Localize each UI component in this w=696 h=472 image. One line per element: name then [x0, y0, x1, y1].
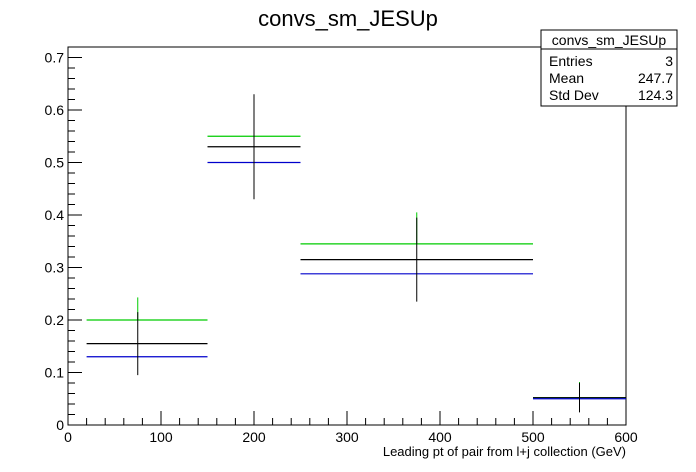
- y-tick-label: 0.6: [45, 102, 65, 118]
- y-tick-label: 0.4: [45, 207, 65, 223]
- x-tick-label: 600: [614, 429, 638, 445]
- stats-stddev-value: 124.3: [638, 87, 673, 103]
- x-axis-title: Leading pt of pair from l+j collection (…: [383, 444, 626, 459]
- x-tick-label: 100: [149, 429, 173, 445]
- x-tick-label: 500: [521, 429, 545, 445]
- y-tick-label: 0.2: [45, 312, 65, 328]
- stats-mean-value: 247.7: [638, 70, 673, 86]
- stats-mean-label: Mean: [549, 70, 584, 86]
- x-tick-label: 400: [428, 429, 452, 445]
- stats-stddev-label: Std Dev: [549, 87, 599, 103]
- chart-title: convs_sm_JESUp: [258, 6, 438, 31]
- stats-box-frame: [540, 29, 678, 107]
- y-tick-label: 0.7: [45, 50, 65, 66]
- x-tick-label: 0: [64, 429, 72, 445]
- stats-box: convs_sm_JESUp Entries 3 Mean 247.7 Std …: [540, 29, 678, 107]
- y-tick-label: 0: [56, 417, 64, 433]
- x-tick-label: 300: [335, 429, 359, 445]
- stats-box-name: convs_sm_JESUp: [552, 32, 667, 48]
- x-tick-label: 200: [242, 429, 266, 445]
- y-axis: 0 0.1 0.2 0.3 0.4 0.5 0.6 0.7: [45, 46, 82, 433]
- stats-entries-value: 3: [665, 53, 673, 69]
- y-tick-label: 0.1: [45, 365, 65, 381]
- y-tick-label: 0.5: [45, 155, 65, 171]
- data-marks: [86, 94, 626, 413]
- stats-entries-label: Entries: [549, 53, 593, 69]
- y-tick-label: 0.3: [45, 260, 65, 276]
- x-axis: 0 100 200 300 400 500 600: [64, 411, 638, 445]
